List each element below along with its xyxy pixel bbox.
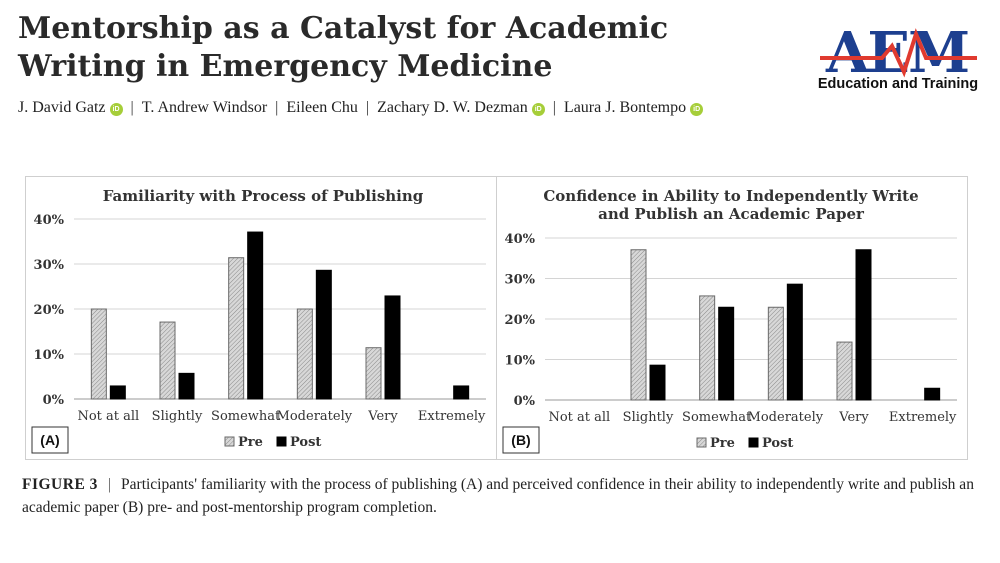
figure-label: FIGURE 3 (22, 476, 98, 493)
bar-pre (159, 321, 176, 400)
bar-post (247, 231, 264, 400)
bar-post (786, 283, 803, 401)
journal-subtitle: Education and Training (817, 76, 979, 92)
orcid-icon[interactable]: iD (109, 103, 123, 116)
bar-post (109, 385, 126, 400)
bar-pre (90, 308, 107, 400)
x-tick-label: Extremely (418, 409, 486, 424)
author-name[interactable]: T. Andrew Windsor (141, 99, 268, 116)
legend-label-pre: Pre (238, 435, 263, 450)
x-tick-label: Not at all (77, 409, 139, 424)
legend-swatch-post (748, 437, 759, 448)
legend-swatch-pre (696, 437, 707, 448)
legend-swatch-post (276, 436, 287, 447)
x-tick-label: Very (367, 409, 398, 424)
caption-text: Participants' familiarity with the proce… (22, 476, 974, 516)
x-tick-label: Not at all (548, 410, 610, 425)
y-tick-label: 30% (505, 273, 536, 288)
bar-pre (365, 347, 382, 400)
figure-panel-a: Familiarity with Process of Publishing 0%… (25, 176, 498, 460)
panel-label-box (31, 426, 69, 454)
caption-separator: | (107, 476, 112, 493)
legend-label-post: Post (290, 435, 321, 450)
figure-caption: FIGURE 3 | Participants' familiarity with … (22, 473, 982, 519)
author-list: J. David Gatz iD | T. Andrew Windsor | Eileen… (18, 99, 704, 117)
panel-label: (A) (40, 432, 59, 448)
bar-pre (836, 341, 853, 401)
y-tick-label: 10% (34, 348, 65, 363)
y-tick-label: 20% (34, 303, 65, 318)
bar-pre (630, 249, 647, 401)
panel-label-box (502, 426, 540, 454)
chart-title: Confidence in Ability to Independently W… (543, 187, 918, 205)
bar-post (924, 387, 941, 401)
y-tick-label: 0% (514, 394, 536, 409)
bar-post (649, 364, 666, 401)
author-name[interactable]: Zachary D. W. Dezman (377, 99, 528, 116)
x-tick-label: Somewhat (682, 410, 752, 425)
x-tick-label: Slightly (152, 409, 203, 424)
chart-title: Familiarity with Process of Publishing (103, 187, 424, 205)
y-tick-label: 40% (34, 213, 65, 228)
bar-post (315, 269, 332, 400)
author-separator: | (552, 99, 556, 116)
chart-title: and Publish an Academic Paper (598, 205, 865, 223)
journal-logo: AEM (820, 20, 977, 86)
x-tick-label: Extremely (889, 410, 957, 425)
bar-post (718, 306, 735, 401)
author-separator: | (365, 99, 370, 116)
y-tick-label: 30% (34, 258, 65, 273)
author-separator: | (275, 99, 279, 116)
orcid-icon[interactable]: iD (531, 103, 545, 116)
x-tick-label: Moderately (277, 409, 353, 424)
author-name[interactable]: J. David Gatz (18, 99, 106, 116)
x-tick-label: Slightly (623, 410, 674, 425)
x-tick-label: Somewhat (211, 409, 281, 424)
y-tick-label: 10% (505, 354, 536, 369)
bar-post (453, 385, 470, 400)
bar-pre (767, 306, 784, 401)
bar-post (178, 372, 195, 400)
bar-post (384, 295, 401, 400)
chart-a: Familiarity with Process of Publishing 0%… (31, 187, 486, 454)
y-tick-label: 40% (505, 232, 536, 247)
panel-label: (B) (511, 432, 530, 448)
figure-panel-b: Confidence in Ability to Independently W… (496, 176, 968, 460)
author-separator: | (130, 99, 134, 116)
y-tick-label: 0% (43, 393, 65, 408)
legend-label-pre: Pre (710, 436, 735, 451)
bar-pre (228, 257, 245, 400)
bar-post (855, 249, 872, 401)
legend-swatch-pre (224, 436, 235, 447)
legend-label-post: Post (762, 436, 793, 451)
author-name[interactable]: Eileen Chu (286, 99, 358, 116)
bar-pre (699, 295, 716, 401)
x-tick-label: Very (838, 410, 869, 425)
journal-logo-text: AEM (825, 20, 968, 86)
bar-pre (296, 308, 313, 400)
author-name[interactable]: Laura J. Bontempo (563, 99, 687, 116)
logo-ecg-line (820, 28, 977, 78)
chart-b: Confidence in Ability to Independently W… (502, 187, 957, 454)
y-tick-label: 20% (505, 313, 536, 328)
x-tick-label: Moderately (748, 410, 824, 425)
article-title: Mentorship as a Catalyst for Academic Wr… (18, 11, 669, 84)
orcid-icon[interactable]: iD (690, 103, 704, 116)
